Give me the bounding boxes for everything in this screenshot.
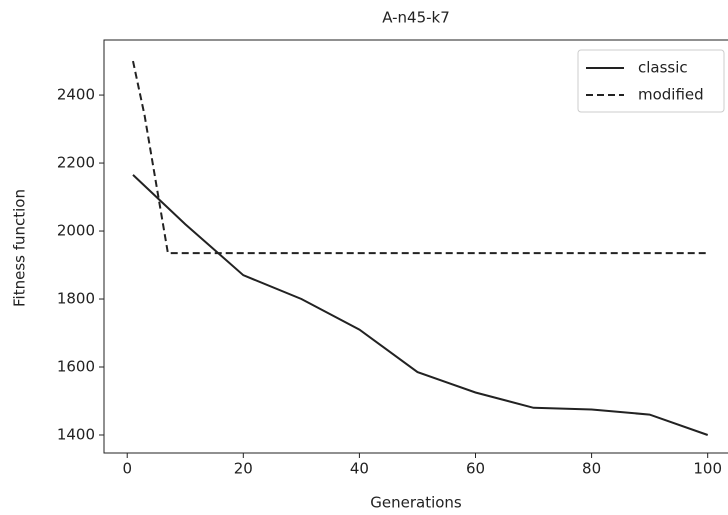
x-tick-label: 40 — [350, 460, 369, 478]
legend-label: modified — [638, 86, 704, 104]
y-tick-label: 1400 — [57, 425, 95, 443]
y-tick-label: 1800 — [57, 290, 95, 308]
x-tick-label: 100 — [693, 460, 722, 478]
data-line — [132, 174, 709, 436]
x-tick-label: 20 — [234, 460, 253, 478]
plot-frame — [103, 39, 728, 454]
legend-box — [577, 49, 725, 113]
x-tick-label: 0 — [122, 460, 132, 478]
y-tick-label: 2200 — [57, 154, 95, 172]
y-tick-label: 2000 — [57, 222, 95, 240]
x-tick-label: 60 — [466, 460, 485, 478]
y-tick-label: 2400 — [57, 86, 95, 104]
chart-title: A-n45-k7 — [382, 9, 450, 27]
legend-label: classic — [638, 59, 688, 77]
x-tick-label: 80 — [582, 460, 601, 478]
x-axis-label: Generations — [370, 494, 462, 512]
data-line — [132, 60, 708, 255]
y-tick-label: 1600 — [57, 358, 95, 376]
y-axis-label: Fitness function — [11, 189, 29, 307]
